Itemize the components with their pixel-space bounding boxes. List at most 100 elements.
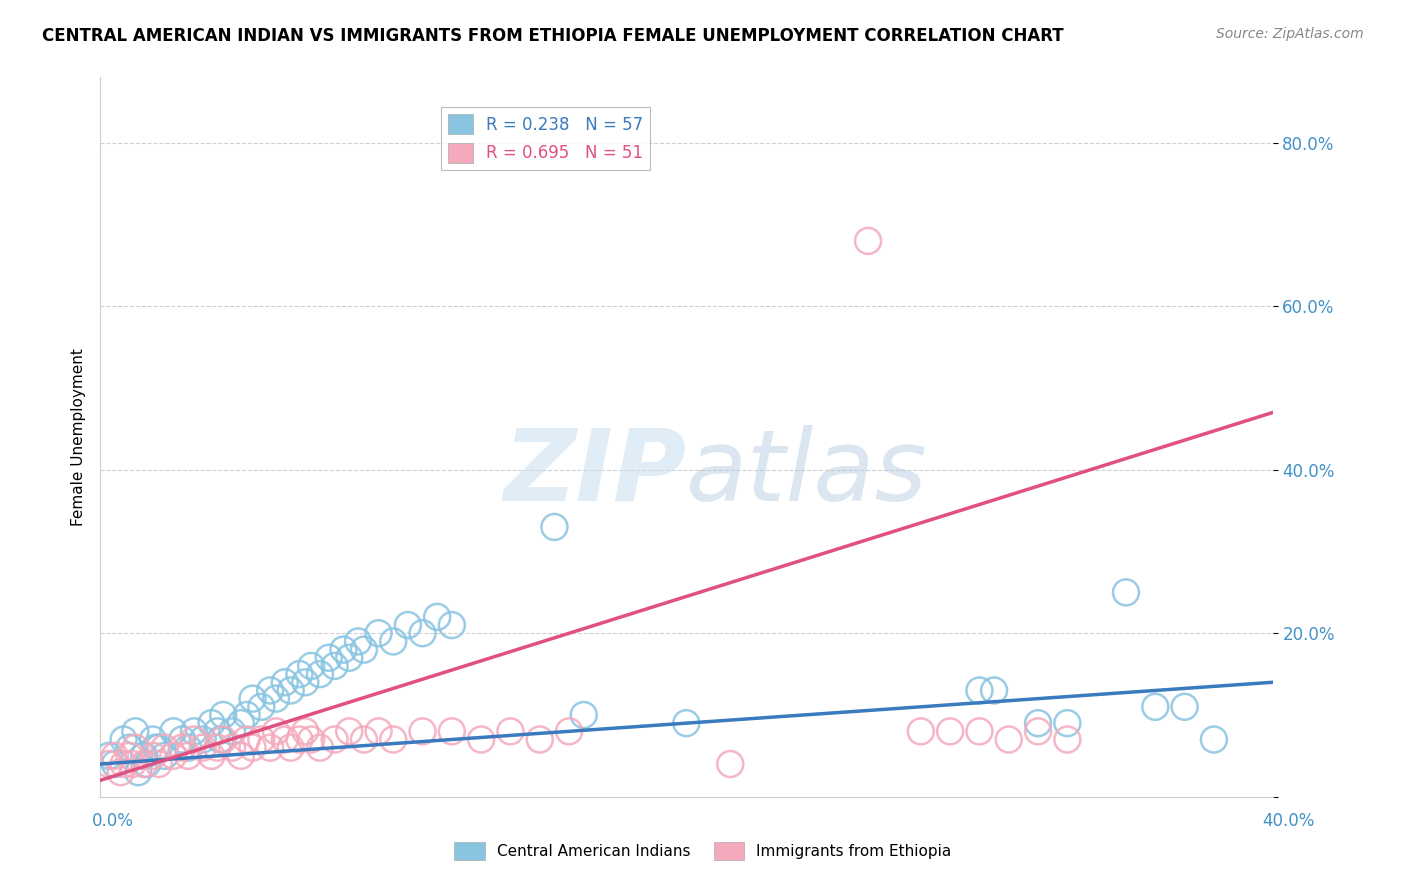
Point bbox=[177, 740, 200, 755]
Point bbox=[910, 724, 932, 739]
Point bbox=[353, 732, 375, 747]
Point bbox=[280, 683, 302, 698]
Point bbox=[229, 748, 252, 763]
Point bbox=[470, 732, 492, 747]
Point bbox=[939, 724, 962, 739]
Point bbox=[229, 716, 252, 731]
Point bbox=[242, 691, 264, 706]
Point bbox=[1056, 732, 1078, 747]
Point bbox=[440, 724, 463, 739]
Point bbox=[983, 683, 1005, 698]
Point bbox=[104, 757, 127, 772]
Point bbox=[172, 732, 194, 747]
Point bbox=[97, 748, 120, 763]
Point bbox=[118, 740, 141, 755]
Point bbox=[1026, 716, 1049, 731]
Point bbox=[250, 699, 273, 714]
Point bbox=[367, 724, 389, 739]
Point bbox=[127, 765, 149, 780]
Point bbox=[323, 732, 346, 747]
Point bbox=[529, 732, 551, 747]
Point bbox=[221, 724, 243, 739]
Point bbox=[112, 732, 135, 747]
Text: 0.0%: 0.0% bbox=[91, 812, 134, 830]
Point bbox=[235, 732, 257, 747]
Text: 40.0%: 40.0% bbox=[1263, 812, 1315, 830]
Point bbox=[121, 757, 143, 772]
Point bbox=[148, 757, 170, 772]
Point bbox=[288, 732, 311, 747]
Point bbox=[212, 708, 235, 723]
Point bbox=[132, 757, 155, 772]
Point bbox=[153, 748, 176, 763]
Point bbox=[412, 724, 434, 739]
Point bbox=[118, 748, 141, 763]
Point bbox=[856, 234, 879, 248]
Point bbox=[142, 748, 165, 763]
Point bbox=[212, 732, 235, 747]
Point bbox=[294, 675, 316, 690]
Point bbox=[288, 667, 311, 681]
Point bbox=[112, 757, 135, 772]
Point bbox=[718, 757, 741, 772]
Point bbox=[1144, 699, 1167, 714]
Point bbox=[572, 708, 595, 723]
Point bbox=[997, 732, 1019, 747]
Point bbox=[183, 732, 205, 747]
Point bbox=[412, 626, 434, 640]
Point bbox=[499, 724, 522, 739]
Point bbox=[162, 724, 184, 739]
Point bbox=[221, 740, 243, 755]
Point bbox=[1056, 716, 1078, 731]
Point bbox=[200, 716, 222, 731]
Point bbox=[177, 748, 200, 763]
Point bbox=[153, 740, 176, 755]
Point bbox=[274, 675, 297, 690]
Legend: R = 0.238   N = 57, R = 0.695   N = 51: R = 0.238 N = 57, R = 0.695 N = 51 bbox=[441, 107, 650, 169]
Point bbox=[440, 618, 463, 632]
Point bbox=[318, 650, 340, 665]
Point bbox=[191, 740, 214, 755]
Point bbox=[132, 748, 155, 763]
Point bbox=[207, 740, 229, 755]
Point bbox=[309, 740, 332, 755]
Point bbox=[1026, 724, 1049, 739]
Text: CENTRAL AMERICAN INDIAN VS IMMIGRANTS FROM ETHIOPIA FEMALE UNEMPLOYMENT CORRELAT: CENTRAL AMERICAN INDIAN VS IMMIGRANTS FR… bbox=[42, 27, 1064, 45]
Point bbox=[97, 757, 120, 772]
Point bbox=[353, 642, 375, 657]
Point bbox=[969, 683, 991, 698]
Point bbox=[1115, 585, 1137, 599]
Point bbox=[969, 724, 991, 739]
Point bbox=[148, 740, 170, 755]
Point bbox=[235, 708, 257, 723]
Point bbox=[162, 748, 184, 763]
Point bbox=[274, 732, 297, 747]
Point bbox=[200, 748, 222, 763]
Point bbox=[1174, 699, 1197, 714]
Y-axis label: Female Unemployment: Female Unemployment bbox=[72, 348, 86, 526]
Point bbox=[382, 732, 405, 747]
Text: Source: ZipAtlas.com: Source: ZipAtlas.com bbox=[1216, 27, 1364, 41]
Point bbox=[323, 659, 346, 673]
Point bbox=[142, 732, 165, 747]
Point bbox=[264, 691, 287, 706]
Point bbox=[104, 748, 127, 763]
Point bbox=[337, 650, 360, 665]
Point bbox=[1202, 732, 1225, 747]
Point bbox=[309, 667, 332, 681]
Point bbox=[382, 634, 405, 648]
Point bbox=[558, 724, 581, 739]
Point bbox=[337, 724, 360, 739]
Point bbox=[299, 732, 322, 747]
Point bbox=[367, 626, 389, 640]
Point bbox=[242, 740, 264, 755]
Point bbox=[110, 765, 132, 780]
Legend: Central American Indians, Immigrants from Ethiopia: Central American Indians, Immigrants fro… bbox=[449, 836, 957, 866]
Point bbox=[209, 732, 232, 747]
Point bbox=[426, 610, 449, 624]
Point bbox=[250, 732, 273, 747]
Point bbox=[124, 740, 146, 755]
Point bbox=[543, 520, 565, 534]
Point bbox=[299, 659, 322, 673]
Point bbox=[183, 724, 205, 739]
